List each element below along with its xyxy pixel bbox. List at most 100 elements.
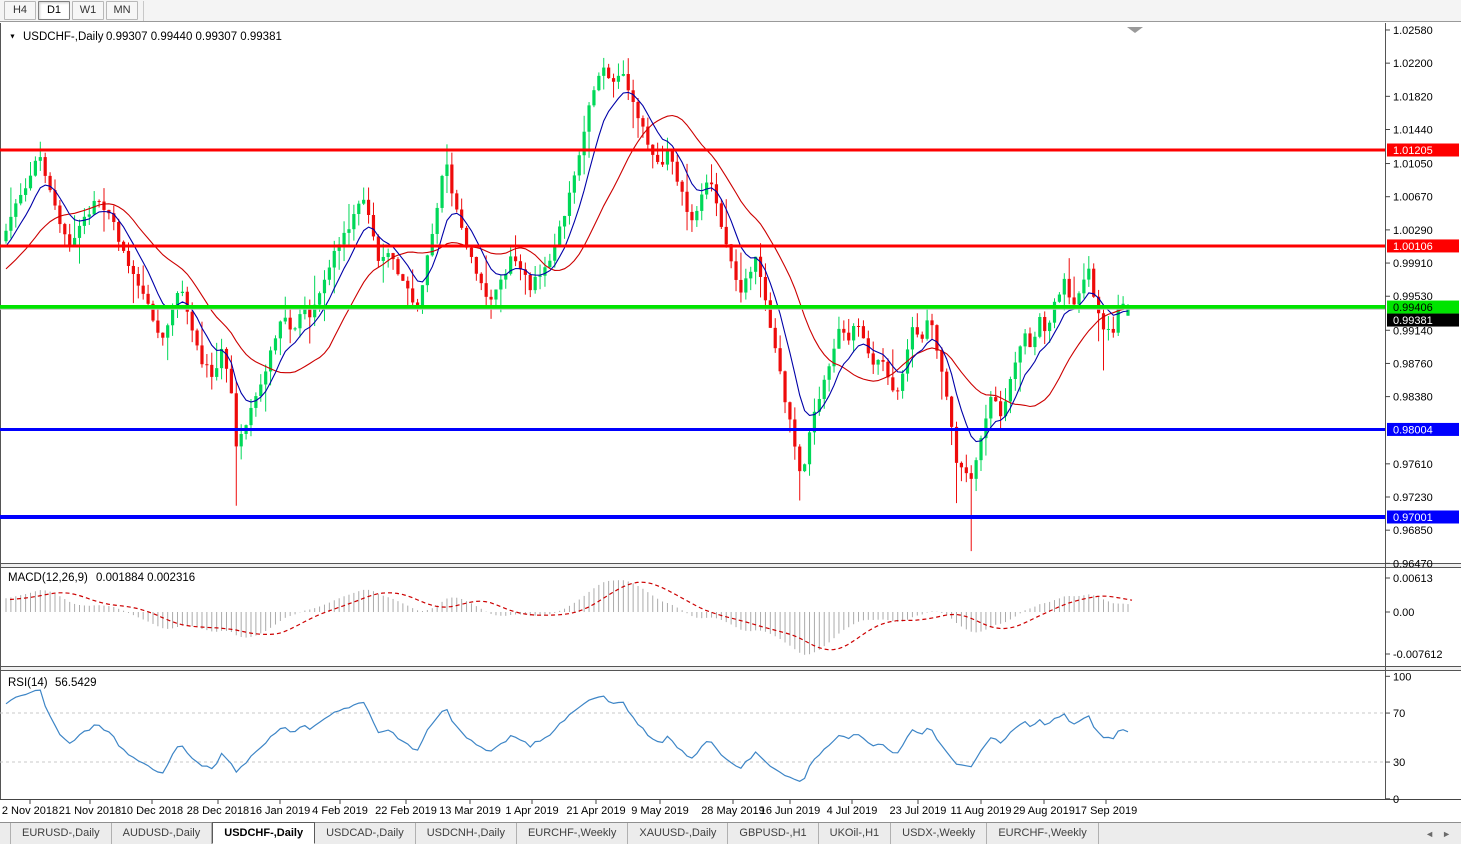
candles[interactable]	[4, 57, 1130, 552]
timeframe-button-d1[interactable]: D1	[38, 1, 70, 20]
svg-text:0.99406: 0.99406	[1393, 302, 1433, 314]
rsi-indicator-value: 56.5429	[55, 677, 97, 689]
chart-tab-2-usdchf-daily[interactable]: USDCHF-,Daily	[212, 822, 316, 844]
svg-text:0.00: 0.00	[1393, 607, 1414, 619]
date-label: 4 Feb 2019	[312, 805, 368, 817]
ma-fast	[5, 91, 1129, 443]
svg-text:0.97001: 0.97001	[1393, 512, 1433, 524]
svg-text:1.00290: 1.00290	[1393, 225, 1433, 237]
svg-text:-0.007612: -0.007612	[1393, 649, 1443, 661]
svg-text:0.98380: 0.98380	[1393, 392, 1433, 404]
svg-text:1.00670: 1.00670	[1393, 192, 1433, 204]
macd-signal	[9, 581, 1133, 651]
timeframe-toolbar: H4 D1 W1 MN	[0, 0, 1461, 22]
price-axis[interactable]: 1.02580 1.02200 1.01820 1.01440 1.01205 1.010…	[1385, 25, 1459, 570]
svg-text:1.00106: 1.00106	[1393, 241, 1433, 253]
svg-text:0.99381: 0.99381	[1393, 315, 1433, 327]
svg-text:0.99530: 0.99530	[1393, 291, 1433, 303]
chart-tab-10-eurchf-weekly[interactable]: EURCHF-,Weekly	[987, 823, 1099, 844]
svg-text:70: 70	[1393, 708, 1405, 720]
timeframe-button-mn[interactable]: MN	[106, 1, 138, 20]
date-label: 11 Aug 2019	[951, 805, 1012, 817]
svg-text:0.96850: 0.96850	[1393, 525, 1433, 537]
rsi-line	[5, 689, 1129, 782]
date-label: 1 Apr 2019	[505, 805, 558, 817]
macd-signal-line	[9, 581, 1133, 651]
chart-title-ohlc: 0.99307 0.99440 0.99307 0.99381	[106, 31, 282, 43]
time-axis[interactable]: 2 Nov 2018 21 Nov 2018 10 Dec 2018 28 Dec 2…	[2, 800, 1137, 817]
svg-text:1.01820: 1.01820	[1393, 91, 1433, 103]
macd-indicator-values: 0.001884 0.002316	[96, 572, 195, 584]
date-label: 16 Jan 2019	[250, 805, 311, 817]
date-label: 22 Feb 2019	[375, 805, 437, 817]
date-label: 23 Jul 2019	[890, 805, 947, 817]
chart-tab-8-ukoil-h1[interactable]: UKOil-,H1	[819, 823, 892, 844]
shift-marker[interactable]	[1127, 27, 1143, 33]
svg-text:0.97230: 0.97230	[1393, 492, 1433, 504]
date-label: 9 May 2019	[631, 805, 688, 817]
date-label: 16 Jun 2019	[760, 805, 821, 817]
ma-fast-line	[5, 91, 1129, 443]
toolbar-separator	[143, 0, 144, 21]
date-label: 21 Apr 2019	[566, 805, 625, 817]
date-label: 10 Dec 2018	[121, 805, 183, 817]
date-label: 4 Jul 2019	[827, 805, 878, 817]
svg-text:30: 30	[1393, 757, 1405, 769]
macd-axis[interactable]: 0.00613 0.00 -0.007612	[1385, 573, 1443, 661]
title-dropdown-icon[interactable]: ▼	[9, 34, 16, 41]
svg-text:0.97610: 0.97610	[1393, 459, 1433, 471]
svg-text:0: 0	[1393, 794, 1399, 806]
timeframe-button-h4[interactable]: H4	[4, 1, 36, 20]
svg-text:1.01440: 1.01440	[1393, 124, 1433, 136]
svg-text:0.96470: 0.96470	[1393, 558, 1433, 570]
svg-text:0.98004: 0.98004	[1393, 424, 1433, 436]
price-badge-0.99406	[1387, 300, 1459, 314]
svg-text:0.98760: 0.98760	[1393, 358, 1433, 370]
chart-tab-4-usdcnh-daily[interactable]: USDCNH-,Daily	[416, 823, 517, 844]
date-label: 13 Mar 2019	[439, 805, 501, 817]
sr-lines[interactable]	[0, 148, 1385, 519]
rsi-indicator-label: RSI(14)	[8, 677, 48, 689]
date-label: 28 Dec 2018	[187, 805, 249, 817]
tab-next-icon[interactable]: ►	[1442, 828, 1451, 839]
ma-slow-line	[5, 114, 1129, 408]
svg-text:0.00613: 0.00613	[1393, 573, 1433, 585]
price-badge-1.01205	[1387, 143, 1459, 157]
date-label: 17 Sep 2019	[1075, 805, 1137, 817]
chart-tab-5-eurchf-weekly[interactable]: EURCHF-,Weekly	[517, 823, 629, 844]
chart-title-symbol: USDCHF-,Daily	[23, 31, 104, 43]
price-chart-canvas[interactable]: 1.02580 1.02200 1.01820 1.01440 1.01205 1.010…	[0, 23, 1461, 822]
macd-indicator-label: MACD(12,26,9)	[8, 572, 88, 584]
rsi	[5, 689, 1129, 782]
svg-text:0.99910: 0.99910	[1393, 258, 1433, 270]
chart-tab-7-gbpusd-h1[interactable]: GBPUSD-,H1	[728, 823, 819, 844]
panel-frames	[0, 23, 1461, 822]
price-badge-0.98004	[1387, 422, 1459, 436]
rsi-axis[interactable]: 100 70 30 0	[1385, 671, 1411, 806]
ma-slow	[5, 114, 1129, 408]
date-label: 21 Nov 2018	[59, 805, 121, 817]
price-badge-1.00106	[1387, 239, 1459, 253]
svg-text:1.01205: 1.01205	[1393, 145, 1433, 157]
svg-text:1.02200: 1.02200	[1393, 58, 1433, 70]
svg-text:1.01050: 1.01050	[1393, 159, 1433, 171]
date-label: 28 May 2019	[701, 805, 765, 817]
timeframe-button-w1[interactable]: W1	[72, 1, 104, 20]
chart-shift-marker-icon	[1127, 27, 1143, 33]
rsi-level-lines	[0, 712, 1385, 763]
chart-tab-6-xauusd-daily[interactable]: XAUUSD-,Daily	[628, 823, 729, 844]
chart-tab-bar: EURUSD-,Daily AUDUSD-,Daily USDCHF-,Daily U…	[0, 822, 1461, 844]
tab-prev-icon[interactable]: ◄	[1425, 828, 1435, 839]
chart-tab-1-audusd-daily[interactable]: AUDUSD-,Daily	[112, 823, 213, 844]
svg-text:0.99140: 0.99140	[1393, 325, 1433, 337]
chart-window: 1.02580 1.02200 1.01820 1.01440 1.01205 1.010…	[0, 23, 1461, 822]
price-badge-0.99381	[1387, 313, 1459, 327]
chart-tab-3-usdcad-daily[interactable]: USDCAD-,Daily	[315, 823, 416, 844]
date-label: 2 Nov 2018	[2, 805, 58, 817]
chart-tab-0-eurusd-daily[interactable]: EURUSD-,Daily	[10, 823, 112, 844]
svg-text:1.02580: 1.02580	[1393, 25, 1433, 37]
chart-tab-9-usdx-weekly[interactable]: USDX-,Weekly	[891, 823, 988, 844]
svg-text:100: 100	[1393, 671, 1411, 683]
price-badge-0.97001	[1387, 510, 1459, 524]
date-label: 29 Aug 2019	[1013, 805, 1075, 817]
